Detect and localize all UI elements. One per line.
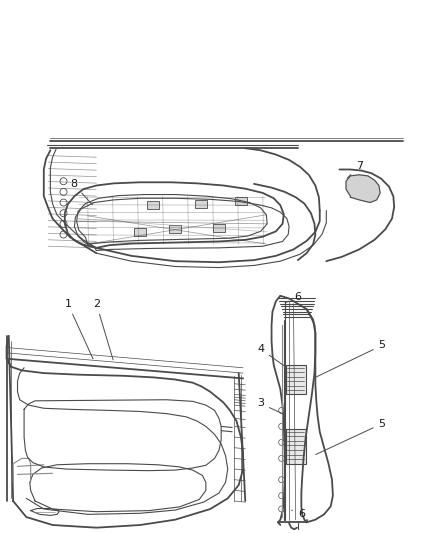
Bar (147, 201, 159, 209)
Text: 6: 6 (285, 293, 301, 303)
Bar (169, 225, 181, 233)
Bar (213, 224, 225, 232)
Text: 6: 6 (292, 510, 305, 519)
Text: 5: 5 (316, 341, 385, 377)
Text: 5: 5 (316, 419, 385, 455)
Text: 8: 8 (70, 179, 92, 205)
Bar (235, 197, 247, 206)
Polygon shape (346, 175, 380, 203)
Text: 4: 4 (257, 344, 285, 366)
Text: 2: 2 (93, 299, 113, 360)
Bar (134, 228, 146, 236)
FancyBboxPatch shape (286, 429, 306, 464)
Text: 1: 1 (64, 299, 93, 359)
Text: 7: 7 (347, 161, 363, 178)
Text: 3: 3 (257, 399, 284, 415)
FancyBboxPatch shape (286, 365, 306, 394)
Bar (195, 199, 208, 208)
